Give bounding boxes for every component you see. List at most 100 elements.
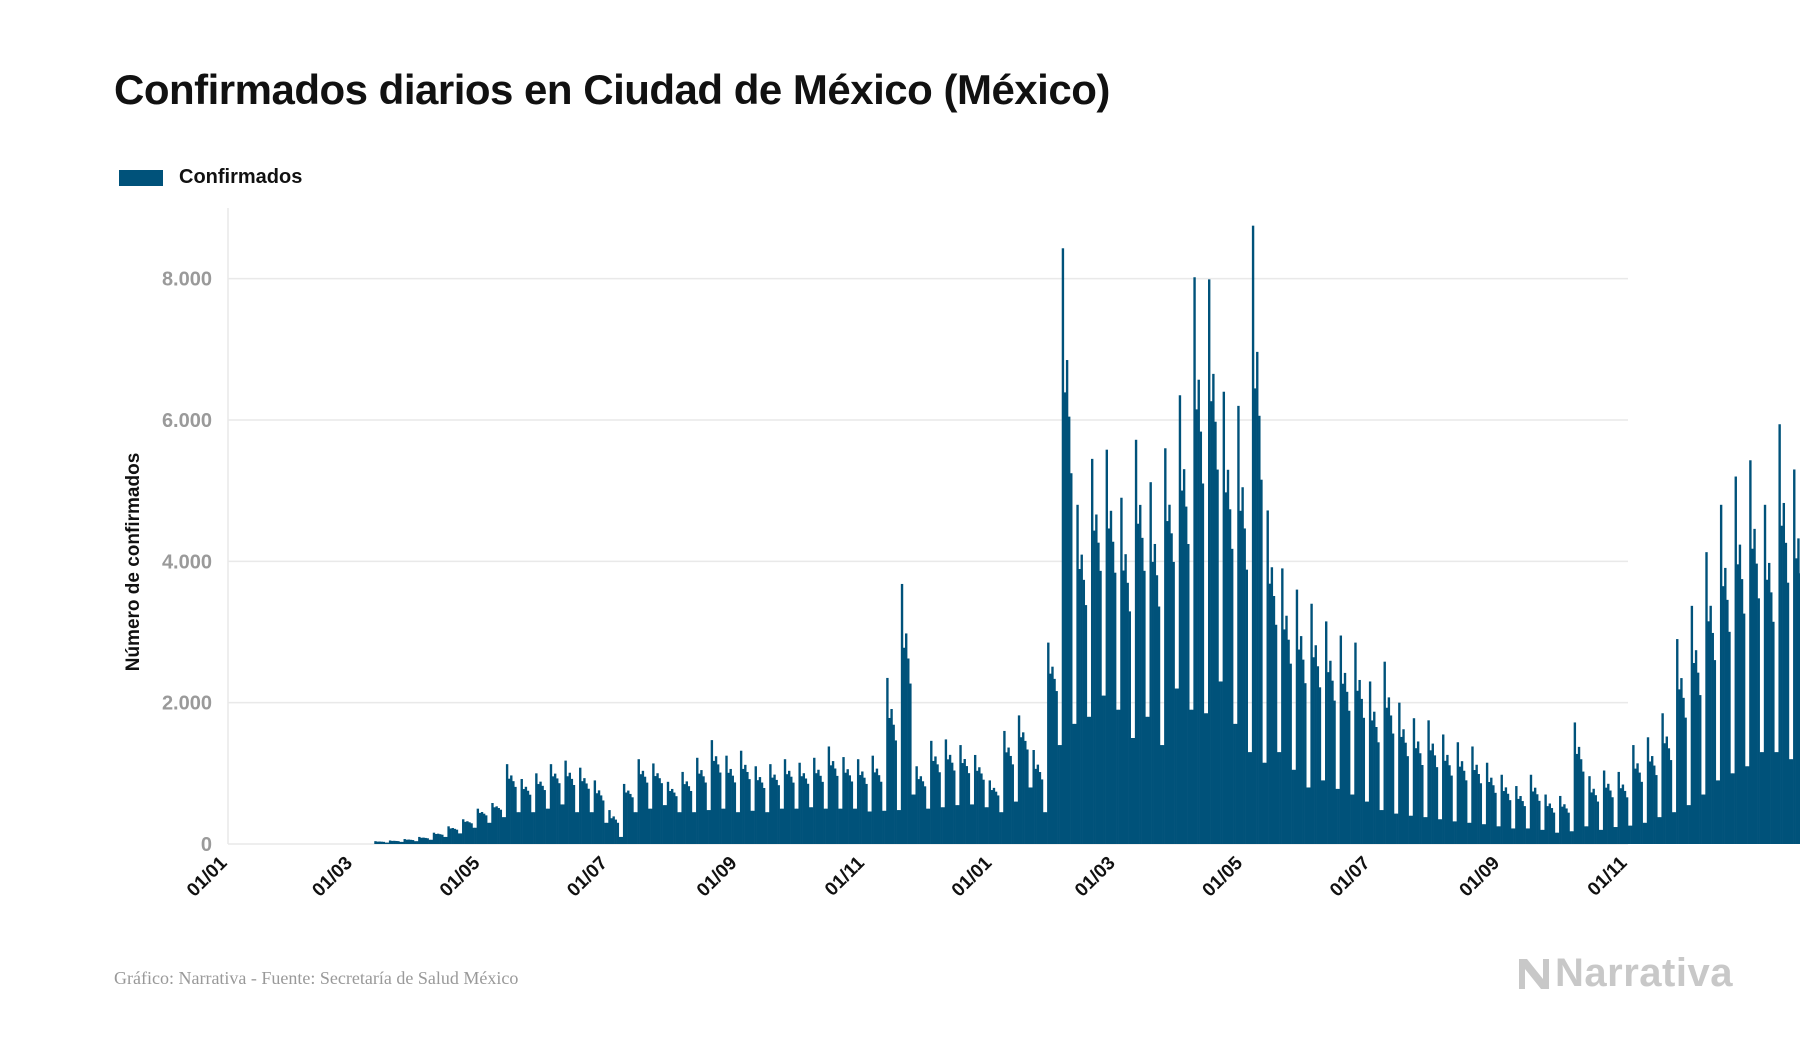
bars <box>374 225 1800 845</box>
bar <box>1788 759 1792 844</box>
bar <box>1661 713 1664 844</box>
bar <box>1118 709 1121 844</box>
bar <box>535 773 538 844</box>
bar <box>562 804 565 844</box>
bar <box>493 807 496 844</box>
bar <box>390 840 394 844</box>
bar <box>925 808 929 844</box>
bar <box>604 822 607 844</box>
bar <box>568 772 571 844</box>
bar <box>1452 821 1455 844</box>
bar <box>593 780 597 844</box>
bar <box>687 786 691 844</box>
bar <box>948 754 952 844</box>
bar <box>597 790 601 844</box>
bar <box>953 770 956 844</box>
bar <box>1521 801 1524 844</box>
bar <box>497 808 500 844</box>
bar <box>1182 469 1186 844</box>
bar <box>909 683 912 844</box>
bar <box>1410 815 1414 844</box>
bar <box>553 773 557 844</box>
bar <box>1306 787 1309 844</box>
bar <box>1373 711 1376 844</box>
bar <box>806 783 810 844</box>
bar <box>1673 812 1677 844</box>
bar <box>1684 717 1687 844</box>
bar <box>1663 743 1666 844</box>
legend-swatch <box>119 169 163 186</box>
bar <box>689 790 693 844</box>
bar <box>1795 558 1798 844</box>
bar <box>767 812 770 844</box>
bar <box>501 817 505 844</box>
bar <box>1726 599 1729 844</box>
bar <box>748 779 751 844</box>
bar <box>1483 824 1487 844</box>
bar <box>537 784 540 844</box>
bar <box>524 786 528 844</box>
bar <box>1310 603 1313 844</box>
bar <box>378 841 381 844</box>
bar <box>923 786 927 844</box>
bar <box>1636 763 1639 844</box>
bar <box>1001 812 1004 844</box>
bar <box>1446 754 1449 844</box>
bar <box>798 762 801 844</box>
y-tick-label: 4.000 <box>162 551 212 573</box>
bar <box>1241 487 1244 844</box>
bar <box>714 756 718 844</box>
bar <box>1619 788 1623 844</box>
x-tick-label: 01/05 <box>436 852 485 901</box>
bar <box>871 755 874 844</box>
bar <box>411 840 415 844</box>
gridlines <box>227 208 1628 845</box>
bar <box>670 788 674 844</box>
bar <box>1109 510 1113 844</box>
bar <box>825 808 828 844</box>
bar <box>1676 639 1679 844</box>
bar <box>1047 642 1050 844</box>
bar <box>1682 697 1685 844</box>
bar <box>1220 681 1223 844</box>
bar <box>574 812 578 844</box>
bar <box>539 781 542 844</box>
bar <box>549 764 553 844</box>
bar <box>1276 752 1280 844</box>
bar <box>1759 752 1763 844</box>
bar <box>1644 822 1648 844</box>
bar <box>783 759 787 844</box>
bar <box>1348 710 1351 844</box>
bar <box>982 779 985 844</box>
bar <box>934 756 937 844</box>
bar <box>462 819 465 844</box>
bar <box>376 841 379 844</box>
bar <box>1032 750 1035 844</box>
y-tick-label: 2.000 <box>162 693 212 715</box>
bar <box>1471 746 1474 844</box>
bar <box>723 808 726 844</box>
bar <box>1513 828 1516 844</box>
bar <box>480 811 484 844</box>
bar <box>457 833 461 844</box>
bar <box>382 841 386 844</box>
bar <box>637 759 640 844</box>
bar <box>1793 469 1796 844</box>
bar <box>666 781 670 844</box>
bar <box>447 826 450 844</box>
bar <box>1540 829 1543 844</box>
bar <box>432 832 436 844</box>
bar <box>746 771 749 844</box>
bar <box>1266 510 1269 844</box>
bar <box>397 841 400 844</box>
bar <box>1247 752 1251 844</box>
bar <box>932 760 935 844</box>
bar <box>1425 817 1428 844</box>
bar <box>725 755 728 844</box>
bar <box>1068 416 1071 844</box>
bar <box>558 783 561 844</box>
bar <box>1256 351 1259 844</box>
bar <box>1546 806 1549 844</box>
bar <box>1552 812 1556 844</box>
bar <box>660 783 663 844</box>
